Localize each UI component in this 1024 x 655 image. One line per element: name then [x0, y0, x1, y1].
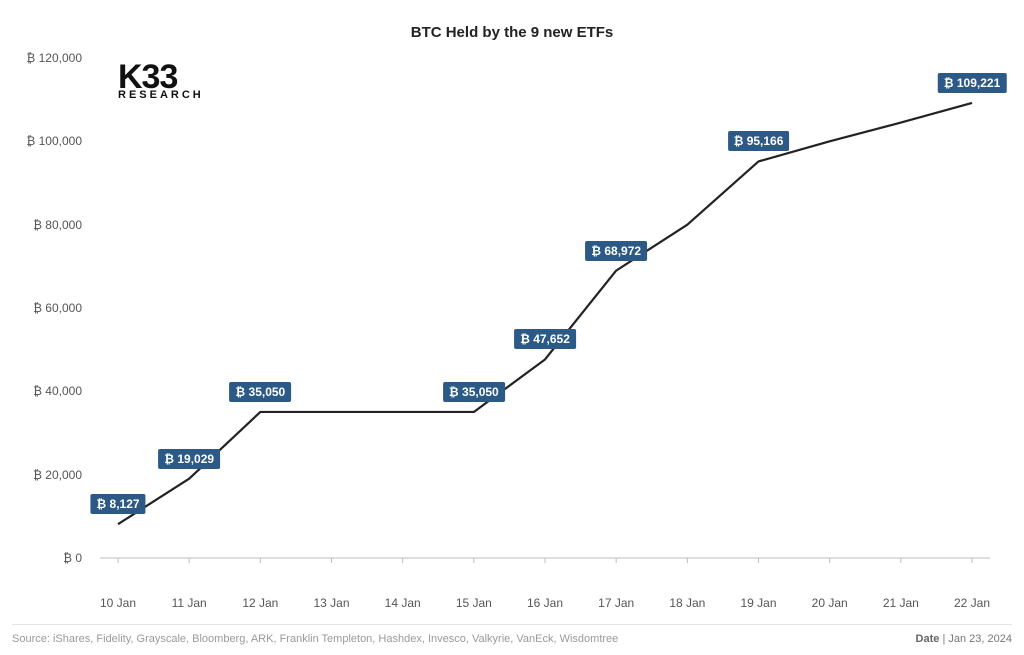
date-value: Jan 23, 2024	[948, 633, 1012, 645]
x-axis-tick: 19 Jan	[729, 596, 789, 610]
data-point-label: ₿ 95,166	[728, 131, 790, 151]
date-prefix: Date	[916, 633, 940, 645]
y-axis-tick: ₿ 100,000	[12, 134, 82, 148]
date-label: Date | Jan 23, 2024	[916, 633, 1012, 645]
x-axis-tick: 18 Jan	[657, 596, 717, 610]
data-point-label: ₿ 109,221	[938, 73, 1007, 93]
y-axis-tick: ₿ 60,000	[12, 301, 82, 315]
chart-svg	[90, 48, 1000, 588]
x-axis-tick: 20 Jan	[800, 596, 860, 610]
chart-container: BTC Held by the 9 new ETFs K33 RESEARCH …	[0, 0, 1024, 655]
data-point-label: ₿ 47,652	[514, 329, 576, 349]
y-axis-tick: ₿ 0	[12, 551, 82, 565]
x-axis-tick: 21 Jan	[871, 596, 931, 610]
y-axis-tick: ₿ 20,000	[12, 468, 82, 482]
y-axis-tick: ₿ 120,000	[12, 51, 82, 65]
data-line	[118, 103, 972, 524]
y-axis-tick: ₿ 40,000	[12, 384, 82, 398]
data-point-label: ₿ 8,127	[90, 494, 145, 514]
data-point-label: ₿ 35,050	[443, 382, 505, 402]
x-axis-tick: 11 Jan	[159, 596, 219, 610]
chart-footer: Source: iShares, Fidelity, Grayscale, Bl…	[12, 624, 1012, 645]
data-point-label: ₿ 35,050	[229, 382, 291, 402]
data-point-label: ₿ 68,972	[585, 241, 647, 261]
x-axis-tick: 14 Jan	[373, 596, 433, 610]
x-axis-tick: 15 Jan	[444, 596, 504, 610]
x-axis-tick: 17 Jan	[586, 596, 646, 610]
x-axis-tick: 12 Jan	[230, 596, 290, 610]
source-text: Source: iShares, Fidelity, Grayscale, Bl…	[12, 633, 618, 645]
data-point-label: ₿ 19,029	[158, 449, 220, 469]
x-axis-tick: 22 Jan	[942, 596, 1002, 610]
x-axis-tick: 13 Jan	[302, 596, 362, 610]
x-axis-tick: 10 Jan	[88, 596, 148, 610]
x-axis-tick: 16 Jan	[515, 596, 575, 610]
chart-title: BTC Held by the 9 new ETFs	[0, 24, 1024, 41]
y-axis-tick: ₿ 80,000	[12, 218, 82, 232]
plot-area: ₿ 0₿ 20,000₿ 40,000₿ 60,000₿ 80,000₿ 100…	[90, 48, 1000, 588]
